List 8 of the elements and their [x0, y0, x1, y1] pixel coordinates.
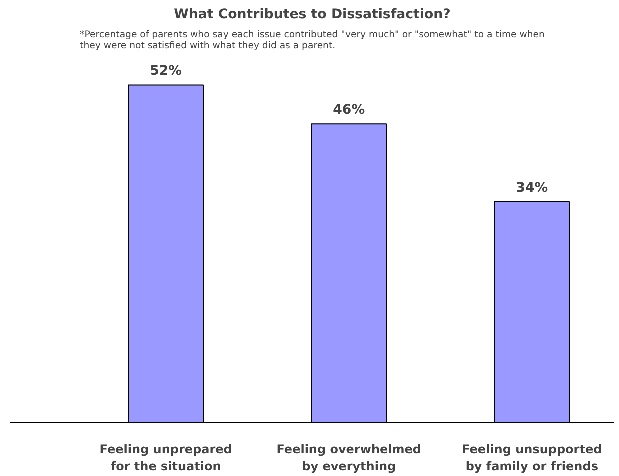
- x-tick-label: Feeling overwhelmed by everything: [276, 442, 422, 474]
- data-label: 46%: [333, 103, 366, 118]
- data-label: 34%: [516, 180, 548, 196]
- x-tick-label: Feeling unsupported by family or friends: [462, 442, 602, 474]
- chart-title: What Contributes to Dissatisfaction?: [174, 8, 451, 22]
- chart-subtitle: *Percentage of parents who say each issue contributed "very much" or "somewhat" to a time when they were not satisfied with what they did as a parent.: [80, 30, 546, 52]
- x-tick-label: Feeling unprepared for the situation: [100, 442, 232, 474]
- data-label: 52%: [150, 64, 182, 80]
